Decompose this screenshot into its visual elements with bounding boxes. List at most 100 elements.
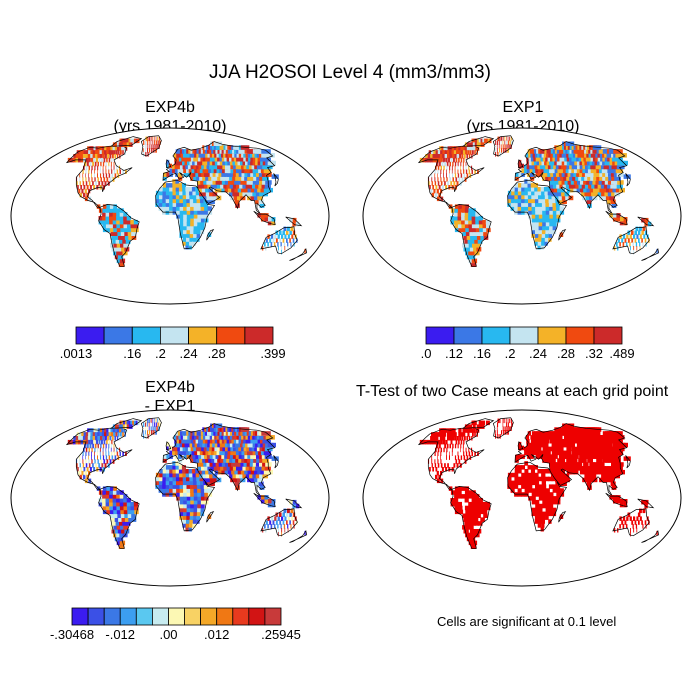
grid-cell xyxy=(581,176,587,181)
grid-cell xyxy=(614,458,621,463)
grid-cell xyxy=(231,187,237,193)
grid-cell xyxy=(206,446,212,452)
grid-cell xyxy=(537,523,542,528)
grid-cell xyxy=(548,176,553,181)
grid-cell xyxy=(535,511,539,517)
grid-cell xyxy=(619,516,622,521)
grid-cell xyxy=(262,473,268,479)
grid-cell xyxy=(131,235,137,240)
grid-cell xyxy=(468,227,474,233)
grid-cell xyxy=(80,185,82,190)
grid-cell xyxy=(616,217,621,222)
grid-cell xyxy=(451,146,456,151)
grid-cell xyxy=(131,517,137,522)
grid-cell xyxy=(528,160,533,166)
grid-cell xyxy=(534,233,539,238)
grid-cell xyxy=(119,250,125,256)
grid-cell xyxy=(534,519,539,524)
grid-cell xyxy=(192,442,197,448)
grid-cell xyxy=(191,450,196,456)
grid-cell xyxy=(583,469,589,475)
grid-cell xyxy=(480,142,483,147)
grid-cell xyxy=(122,424,126,429)
grid-cell xyxy=(482,420,485,426)
grid-cell xyxy=(440,463,443,468)
grid-cell xyxy=(79,173,81,178)
grid-cell xyxy=(119,146,122,151)
grid-cell xyxy=(454,455,457,460)
grid-cell xyxy=(549,184,555,189)
grid-cell xyxy=(422,439,426,445)
grid-cell xyxy=(179,511,184,517)
grid-cell xyxy=(556,206,561,211)
grid-cell xyxy=(434,177,436,182)
grid-cell xyxy=(254,469,260,475)
grid-cell xyxy=(257,495,262,500)
grid-cell xyxy=(197,488,202,493)
grid-cell xyxy=(289,512,292,517)
grid-cell xyxy=(88,196,92,202)
grid-cell xyxy=(92,436,96,441)
grid-cell xyxy=(172,202,177,207)
grid-cell xyxy=(183,214,188,219)
grid-cell xyxy=(176,153,180,158)
grid-cell xyxy=(616,466,623,471)
grid-cell xyxy=(267,516,270,521)
grid-cell xyxy=(485,501,491,507)
coastline-australia xyxy=(612,226,650,255)
grid-cell xyxy=(102,165,104,171)
grid-cell xyxy=(200,198,205,204)
grid-cell xyxy=(192,172,197,177)
grid-cell xyxy=(252,184,258,189)
grid-cell xyxy=(121,235,127,240)
grid-cell xyxy=(468,216,473,221)
coastline-arctic-islands xyxy=(109,418,143,429)
grid-cell xyxy=(174,168,179,174)
grid-cell xyxy=(260,469,267,475)
grid-cell xyxy=(232,191,238,197)
grid-cell xyxy=(290,508,294,514)
grid-cell xyxy=(200,511,205,517)
grid-cell xyxy=(541,229,546,235)
grid-cell xyxy=(482,227,488,233)
grid-cell xyxy=(554,439,560,444)
grid-cell xyxy=(106,439,108,445)
grid-cell xyxy=(252,466,258,471)
grid-cell xyxy=(165,484,170,489)
grid-cell xyxy=(281,516,284,521)
grid-cell xyxy=(472,243,477,248)
grid-cell xyxy=(458,146,462,151)
grid-cell xyxy=(106,459,109,464)
grid-cell xyxy=(564,180,570,185)
grid-cell xyxy=(145,418,147,424)
grid-cell xyxy=(217,458,223,463)
grid-cell xyxy=(443,428,448,433)
grid-cell xyxy=(518,159,522,165)
grid-cell xyxy=(483,235,489,240)
grid-cell xyxy=(172,476,177,482)
grid-cell xyxy=(290,242,292,247)
grid-cell xyxy=(508,144,510,149)
grid-cell xyxy=(190,507,194,513)
grid-cell xyxy=(250,477,256,483)
grid-cell xyxy=(102,509,108,515)
grid-cell xyxy=(550,187,555,193)
grid-cell xyxy=(458,439,460,445)
grid-cell xyxy=(183,496,188,501)
grid-cell xyxy=(199,442,205,448)
grid-cell xyxy=(194,160,200,166)
grid-cell xyxy=(175,431,179,436)
grid-cell xyxy=(193,233,197,238)
grid-cell xyxy=(109,177,112,182)
grid-cell xyxy=(535,206,540,211)
grid-cell xyxy=(114,154,116,159)
grid-cell xyxy=(592,462,599,467)
grid-cell xyxy=(183,450,188,456)
grid-cell xyxy=(92,154,96,159)
grid-cell xyxy=(109,498,114,503)
grid-cell xyxy=(79,474,83,480)
grid-cell xyxy=(560,187,565,193)
grid-cell xyxy=(475,219,480,225)
grid-cell xyxy=(165,488,170,493)
grid-cell xyxy=(431,173,433,178)
